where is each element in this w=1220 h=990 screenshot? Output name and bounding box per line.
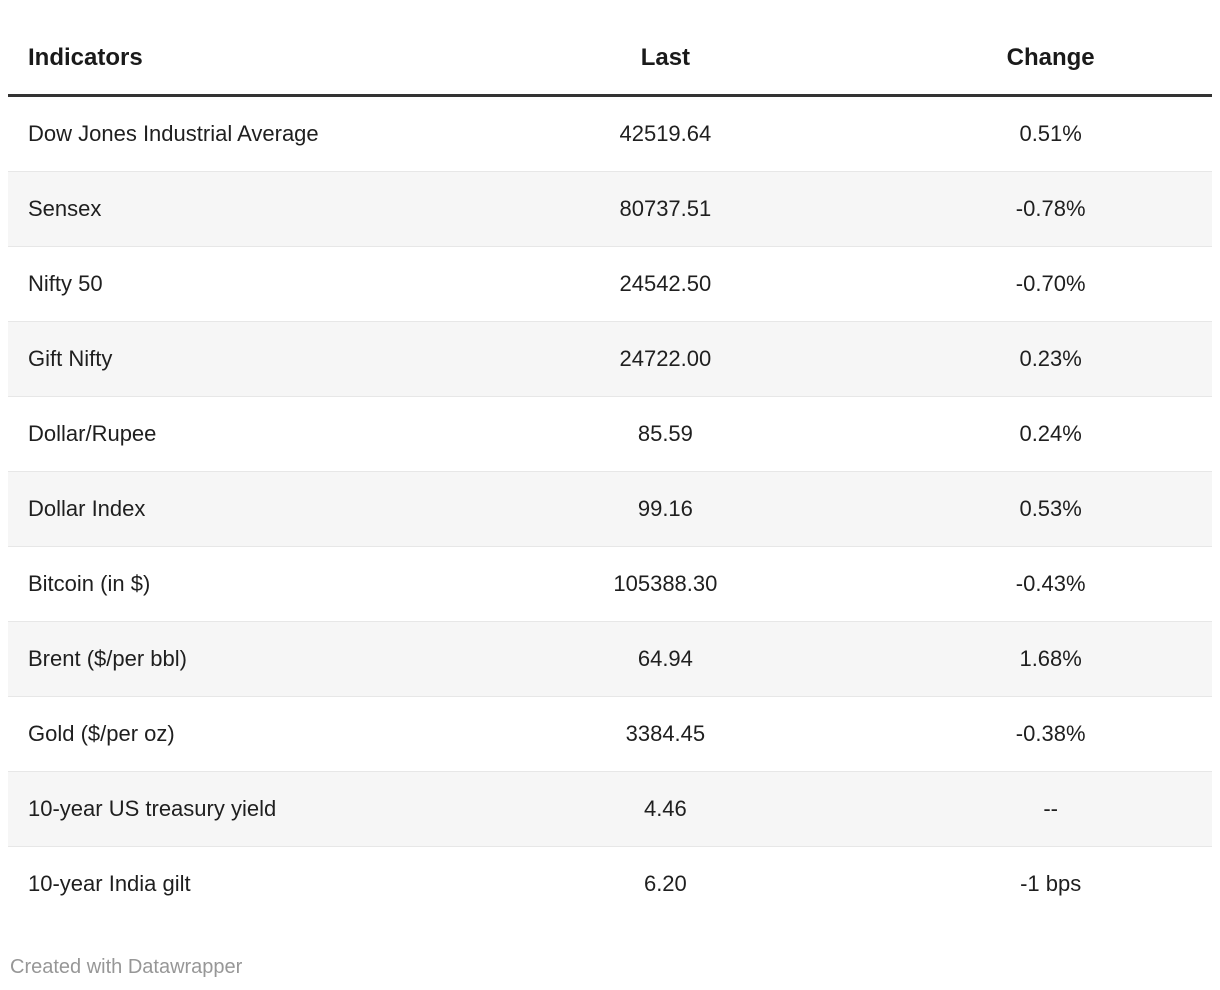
cell-last: 105388.30 bbox=[441, 546, 890, 622]
table-row-dollar-index: Dollar Index 99.16 0.53% bbox=[8, 471, 1212, 547]
cell-indicator: Gift Nifty bbox=[8, 321, 442, 397]
cell-last: 6.20 bbox=[643, 871, 687, 896]
cell-last: 80737.51 bbox=[441, 171, 890, 247]
cell-indicator: Sensex bbox=[8, 171, 442, 247]
table-row-dow-jones: Dow Jones Industrial Average 42519.64 0.… bbox=[8, 95, 1212, 172]
table-row-brent: Brent ($/per bbl) 64.94 1.68% bbox=[8, 621, 1212, 697]
cell-indicator: 10-year US treasury yield bbox=[8, 771, 442, 847]
cell-change: -1 bps bbox=[1020, 871, 1082, 896]
table-row-sensex: Sensex 80737.51 -0.78% bbox=[8, 171, 1212, 247]
table-row-india-gilt: 10-year India gilt 6.20 -1 bps bbox=[8, 847, 1212, 922]
cell-indicator: Bitcoin (in $) bbox=[8, 546, 442, 622]
cell-last: 42519.64 bbox=[441, 95, 890, 172]
cell-indicator: Dollar Index bbox=[8, 471, 442, 547]
indicators-table: Indicators Last Change Dow Jones Industr… bbox=[8, 0, 1212, 921]
cell-indicator: Dow Jones Industrial Average bbox=[8, 95, 442, 172]
table-row-gold: Gold ($/per oz) 3384.45 -0.38% bbox=[8, 696, 1212, 772]
cell-change: 0.23% bbox=[889, 321, 1212, 397]
table-row-nifty-50: Nifty 50 24542.50 -0.70% bbox=[8, 246, 1212, 322]
cell-indicator: Dollar/Rupee bbox=[8, 396, 442, 472]
cell-change: 0.51% bbox=[889, 95, 1212, 172]
table-body: Dow Jones Industrial Average 42519.64 0.… bbox=[8, 95, 1212, 922]
cell-last: 3384.45 bbox=[441, 696, 890, 772]
cell-change: -0.43% bbox=[889, 546, 1212, 622]
cell-change: 0.53% bbox=[889, 471, 1212, 547]
table-header: Indicators Last Change bbox=[8, 0, 1212, 97]
cell-change: -0.78% bbox=[889, 171, 1212, 247]
cell-change: -0.70% bbox=[889, 246, 1212, 322]
cell-indicator: Gold ($/per oz) bbox=[8, 696, 442, 772]
footer-credit: Created with Datawrapper bbox=[10, 955, 1220, 979]
cell-change: -0.38% bbox=[889, 696, 1212, 772]
table-row-gift-nifty: Gift Nifty 24722.00 0.23% bbox=[8, 321, 1212, 397]
datawrapper-credit-link[interactable]: Created with Datawrapper bbox=[10, 956, 243, 978]
table-row-us-treasury-yield: 10-year US treasury yield 4.46 -- bbox=[8, 771, 1212, 847]
cell-last: 99.16 bbox=[441, 471, 890, 547]
column-header-change: Change bbox=[889, 0, 1212, 97]
column-header-last: Last bbox=[441, 0, 890, 97]
cell-change: -- bbox=[889, 771, 1212, 847]
cell-indicator: Brent ($/per bbl) bbox=[8, 621, 442, 697]
cell-indicator: Nifty 50 bbox=[8, 246, 442, 322]
table-row-bitcoin: Bitcoin (in $) 105388.30 -0.43% bbox=[8, 546, 1212, 622]
cell-last: 4.46 bbox=[441, 771, 890, 847]
cell-last: 24722.00 bbox=[441, 321, 890, 397]
cell-indicator: 10-year India gilt bbox=[28, 871, 191, 896]
cell-change: 0.24% bbox=[889, 396, 1212, 472]
indicators-table-container: Indicators Last Change Dow Jones Industr… bbox=[8, 0, 1212, 921]
cell-last: 24542.50 bbox=[441, 246, 890, 322]
table-row-dollar-rupee: Dollar/Rupee 85.59 0.24% bbox=[8, 396, 1212, 472]
column-header-indicators: Indicators bbox=[8, 0, 442, 97]
header-row: Indicators Last Change bbox=[8, 0, 1212, 97]
cell-change: 1.68% bbox=[889, 621, 1212, 697]
cell-last: 85.59 bbox=[441, 396, 890, 472]
cell-last: 64.94 bbox=[441, 621, 890, 697]
